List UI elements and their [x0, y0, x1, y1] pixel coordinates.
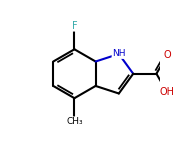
Text: OH: OH: [160, 87, 175, 97]
Text: NH: NH: [112, 49, 126, 58]
Text: F: F: [72, 21, 77, 31]
Text: CH₃: CH₃: [66, 117, 83, 126]
Text: O: O: [163, 50, 171, 60]
